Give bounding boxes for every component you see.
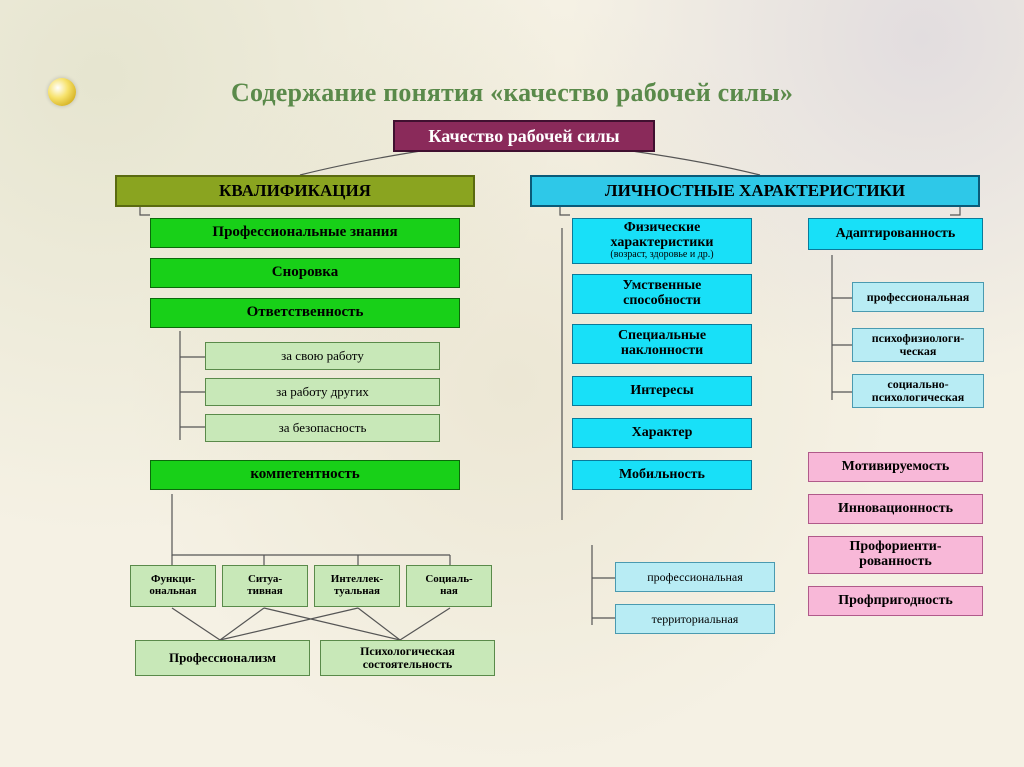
bottom-professionalism: Профессионализм (135, 640, 310, 676)
physical-label: Физические характеристики (611, 221, 714, 250)
mob-territorial: территориальная (615, 604, 775, 634)
resp-safety: за безопасность (205, 414, 440, 442)
item-character: Характер (572, 418, 752, 448)
adapt-professional: профессиональная (852, 282, 984, 312)
item-motivated: Мотивируемость (808, 452, 983, 482)
item-prof-orient: Профориенти- рованность (808, 536, 983, 574)
slide-bullet (48, 78, 76, 106)
slide-title: Содержание понятия «качество рабочей сил… (0, 78, 1024, 108)
item-inclinations: Специальные наклонности (572, 324, 752, 364)
item-innovative: Инновационность (808, 494, 983, 524)
item-mobility: Мобильность (572, 460, 752, 490)
item-responsibility: Ответственность (150, 298, 460, 328)
resp-others-work: за работу других (205, 378, 440, 406)
item-interests: Интересы (572, 376, 752, 406)
item-snorovka: Сноровка (150, 258, 460, 288)
comp-social: Социаль- ная (406, 565, 492, 607)
resp-own-work: за свою работу (205, 342, 440, 370)
adapt-psychophys: психофизиологи- ческая (852, 328, 984, 362)
bottom-psych: Психологическая состоятельность (320, 640, 495, 676)
comp-functional: Функци- ональная (130, 565, 216, 607)
item-prof-knowledge: Профессиональные знания (150, 218, 460, 248)
root-node: Качество рабочей силы (393, 120, 655, 152)
adapt-socpsych: социально- психологическая (852, 374, 984, 408)
mob-professional: профессиональная (615, 562, 775, 592)
comp-intellectual: Интеллек- туальная (314, 565, 400, 607)
item-adapt: Адаптированность (808, 218, 983, 250)
comp-situational: Ситуа- тивная (222, 565, 308, 607)
item-competence: компетентность (150, 460, 460, 490)
physical-sub: (возраст, здоровье и др.) (610, 250, 713, 261)
item-prof-fit: Профпригодность (808, 586, 983, 616)
category-qualification: КВАЛИФИКАЦИЯ (115, 175, 475, 207)
category-personal: ЛИЧНОСТНЫЕ ХАРАКТЕРИСТИКИ (530, 175, 980, 207)
item-mental: Умственные способности (572, 274, 752, 314)
item-physical: Физические характеристики (возраст, здор… (572, 218, 752, 264)
